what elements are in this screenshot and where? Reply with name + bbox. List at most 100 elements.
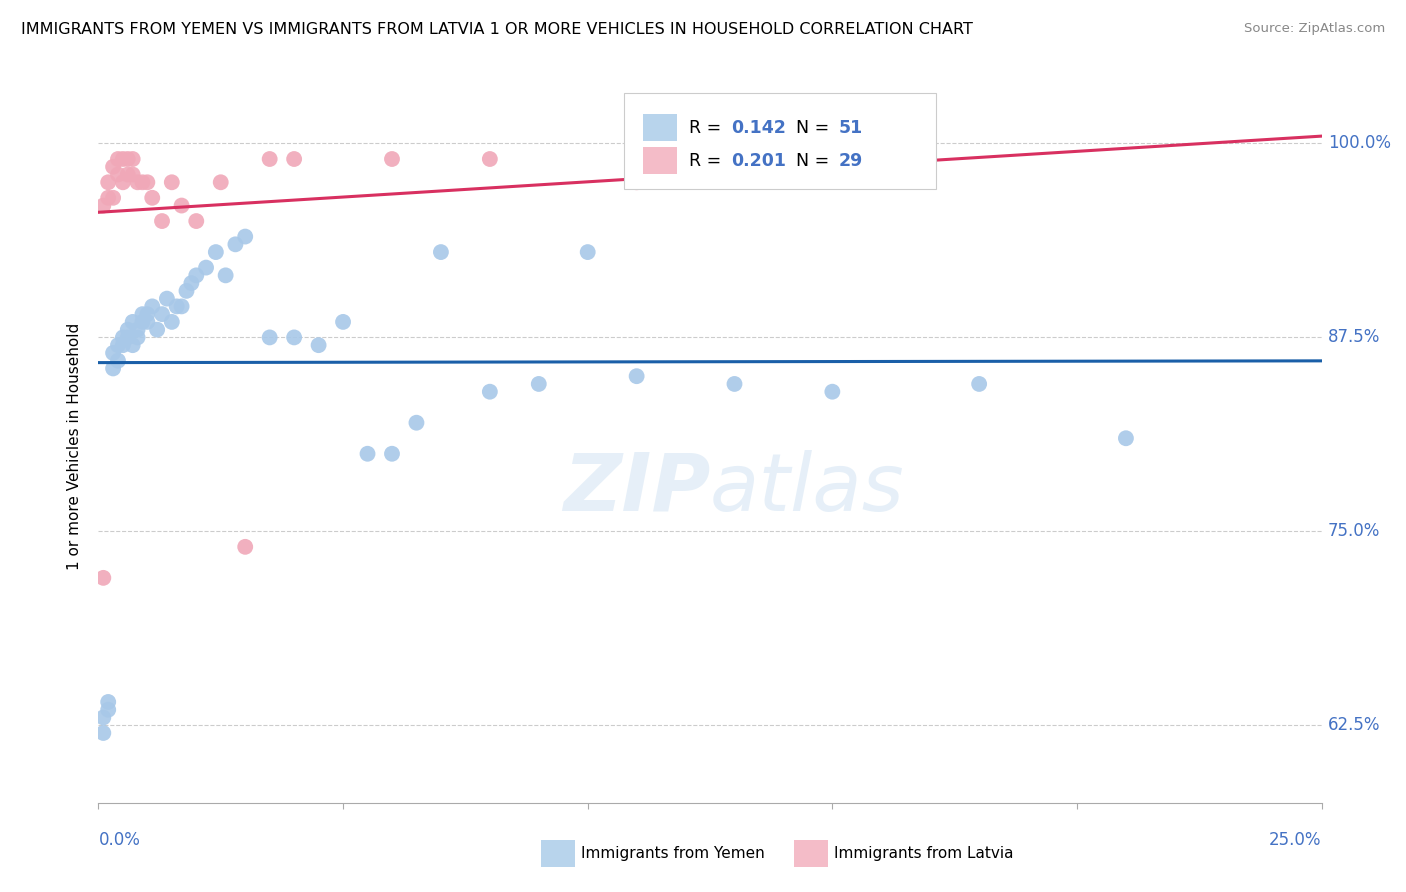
Point: [91, 198, 114, 212]
Text: R =: R =: [689, 119, 727, 136]
Text: Immigrants from Yemen: Immigrants from Yemen: [581, 847, 765, 861]
Point: [478, 384, 501, 399]
Point: [111, 330, 134, 344]
Point: [176, 284, 198, 298]
Bar: [643, 147, 678, 174]
Point: [97, 703, 120, 717]
Point: [381, 447, 404, 461]
Point: [308, 338, 330, 352]
Point: [1115, 431, 1137, 445]
Text: atlas: atlas: [710, 450, 905, 528]
Point: [117, 323, 139, 337]
FancyBboxPatch shape: [624, 93, 936, 189]
Text: 62.5%: 62.5%: [1327, 716, 1381, 734]
Point: [160, 175, 183, 189]
Point: [332, 315, 354, 329]
Point: [283, 152, 305, 166]
Point: [127, 323, 149, 337]
Point: [150, 214, 173, 228]
Point: [186, 268, 208, 283]
Text: 100.0%: 100.0%: [1327, 135, 1391, 153]
Point: [97, 175, 120, 189]
Point: [127, 175, 149, 189]
Point: [283, 330, 305, 344]
Point: [224, 237, 246, 252]
Point: [821, 384, 844, 399]
Text: 0.142: 0.142: [731, 119, 786, 136]
Point: [150, 307, 173, 321]
Point: [205, 245, 228, 260]
Text: N =: N =: [796, 119, 834, 136]
Point: [478, 152, 501, 166]
Point: [356, 447, 378, 461]
Point: [117, 168, 139, 182]
Point: [117, 330, 139, 344]
Point: [381, 152, 404, 166]
Point: [91, 571, 114, 585]
Point: [136, 315, 159, 329]
Point: [107, 168, 129, 182]
Point: [97, 695, 120, 709]
Point: [131, 175, 153, 189]
Point: [107, 338, 129, 352]
Text: 0.0%: 0.0%: [98, 831, 141, 849]
Point: [430, 245, 453, 260]
Point: [626, 175, 648, 189]
Point: [967, 376, 990, 391]
Point: [121, 338, 143, 352]
Text: ZIP: ZIP: [562, 450, 710, 528]
Point: [141, 191, 163, 205]
Point: [576, 245, 599, 260]
Bar: [643, 114, 678, 141]
Point: [97, 191, 120, 205]
Point: [121, 315, 143, 329]
Point: [170, 198, 193, 212]
Point: [131, 315, 153, 329]
Text: 75.0%: 75.0%: [1327, 523, 1381, 541]
Text: Immigrants from Latvia: Immigrants from Latvia: [834, 847, 1014, 861]
Point: [131, 307, 153, 321]
Point: [121, 168, 143, 182]
Y-axis label: 1 or more Vehicles in Household: 1 or more Vehicles in Household: [67, 322, 83, 570]
Point: [209, 175, 232, 189]
Point: [259, 152, 281, 166]
Point: [111, 152, 134, 166]
Point: [156, 292, 179, 306]
Point: [91, 710, 114, 724]
Text: 0.201: 0.201: [731, 152, 786, 169]
Point: [136, 307, 159, 321]
Point: [117, 152, 139, 166]
Point: [101, 346, 124, 360]
Point: [527, 376, 550, 391]
Text: 29: 29: [838, 152, 863, 169]
Point: [723, 376, 745, 391]
Point: [405, 416, 427, 430]
Text: Source: ZipAtlas.com: Source: ZipAtlas.com: [1244, 22, 1385, 36]
Point: [186, 214, 208, 228]
Point: [101, 160, 124, 174]
Text: 51: 51: [838, 119, 863, 136]
Point: [195, 260, 218, 275]
Point: [101, 361, 124, 376]
Text: N =: N =: [796, 152, 834, 169]
Point: [127, 330, 149, 344]
Point: [111, 338, 134, 352]
Point: [170, 299, 193, 313]
Point: [101, 191, 124, 205]
Point: [107, 152, 129, 166]
Point: [166, 299, 188, 313]
Point: [180, 276, 202, 290]
Point: [107, 353, 129, 368]
Point: [111, 175, 134, 189]
Text: 87.5%: 87.5%: [1327, 328, 1381, 346]
Point: [136, 175, 159, 189]
Point: [233, 229, 256, 244]
Text: IMMIGRANTS FROM YEMEN VS IMMIGRANTS FROM LATVIA 1 OR MORE VEHICLES IN HOUSEHOLD : IMMIGRANTS FROM YEMEN VS IMMIGRANTS FROM…: [21, 22, 973, 37]
Point: [160, 315, 183, 329]
Point: [626, 369, 648, 384]
Point: [141, 299, 163, 313]
Point: [146, 323, 169, 337]
Text: 25.0%: 25.0%: [1270, 831, 1322, 849]
Text: R =: R =: [689, 152, 727, 169]
Point: [233, 540, 256, 554]
